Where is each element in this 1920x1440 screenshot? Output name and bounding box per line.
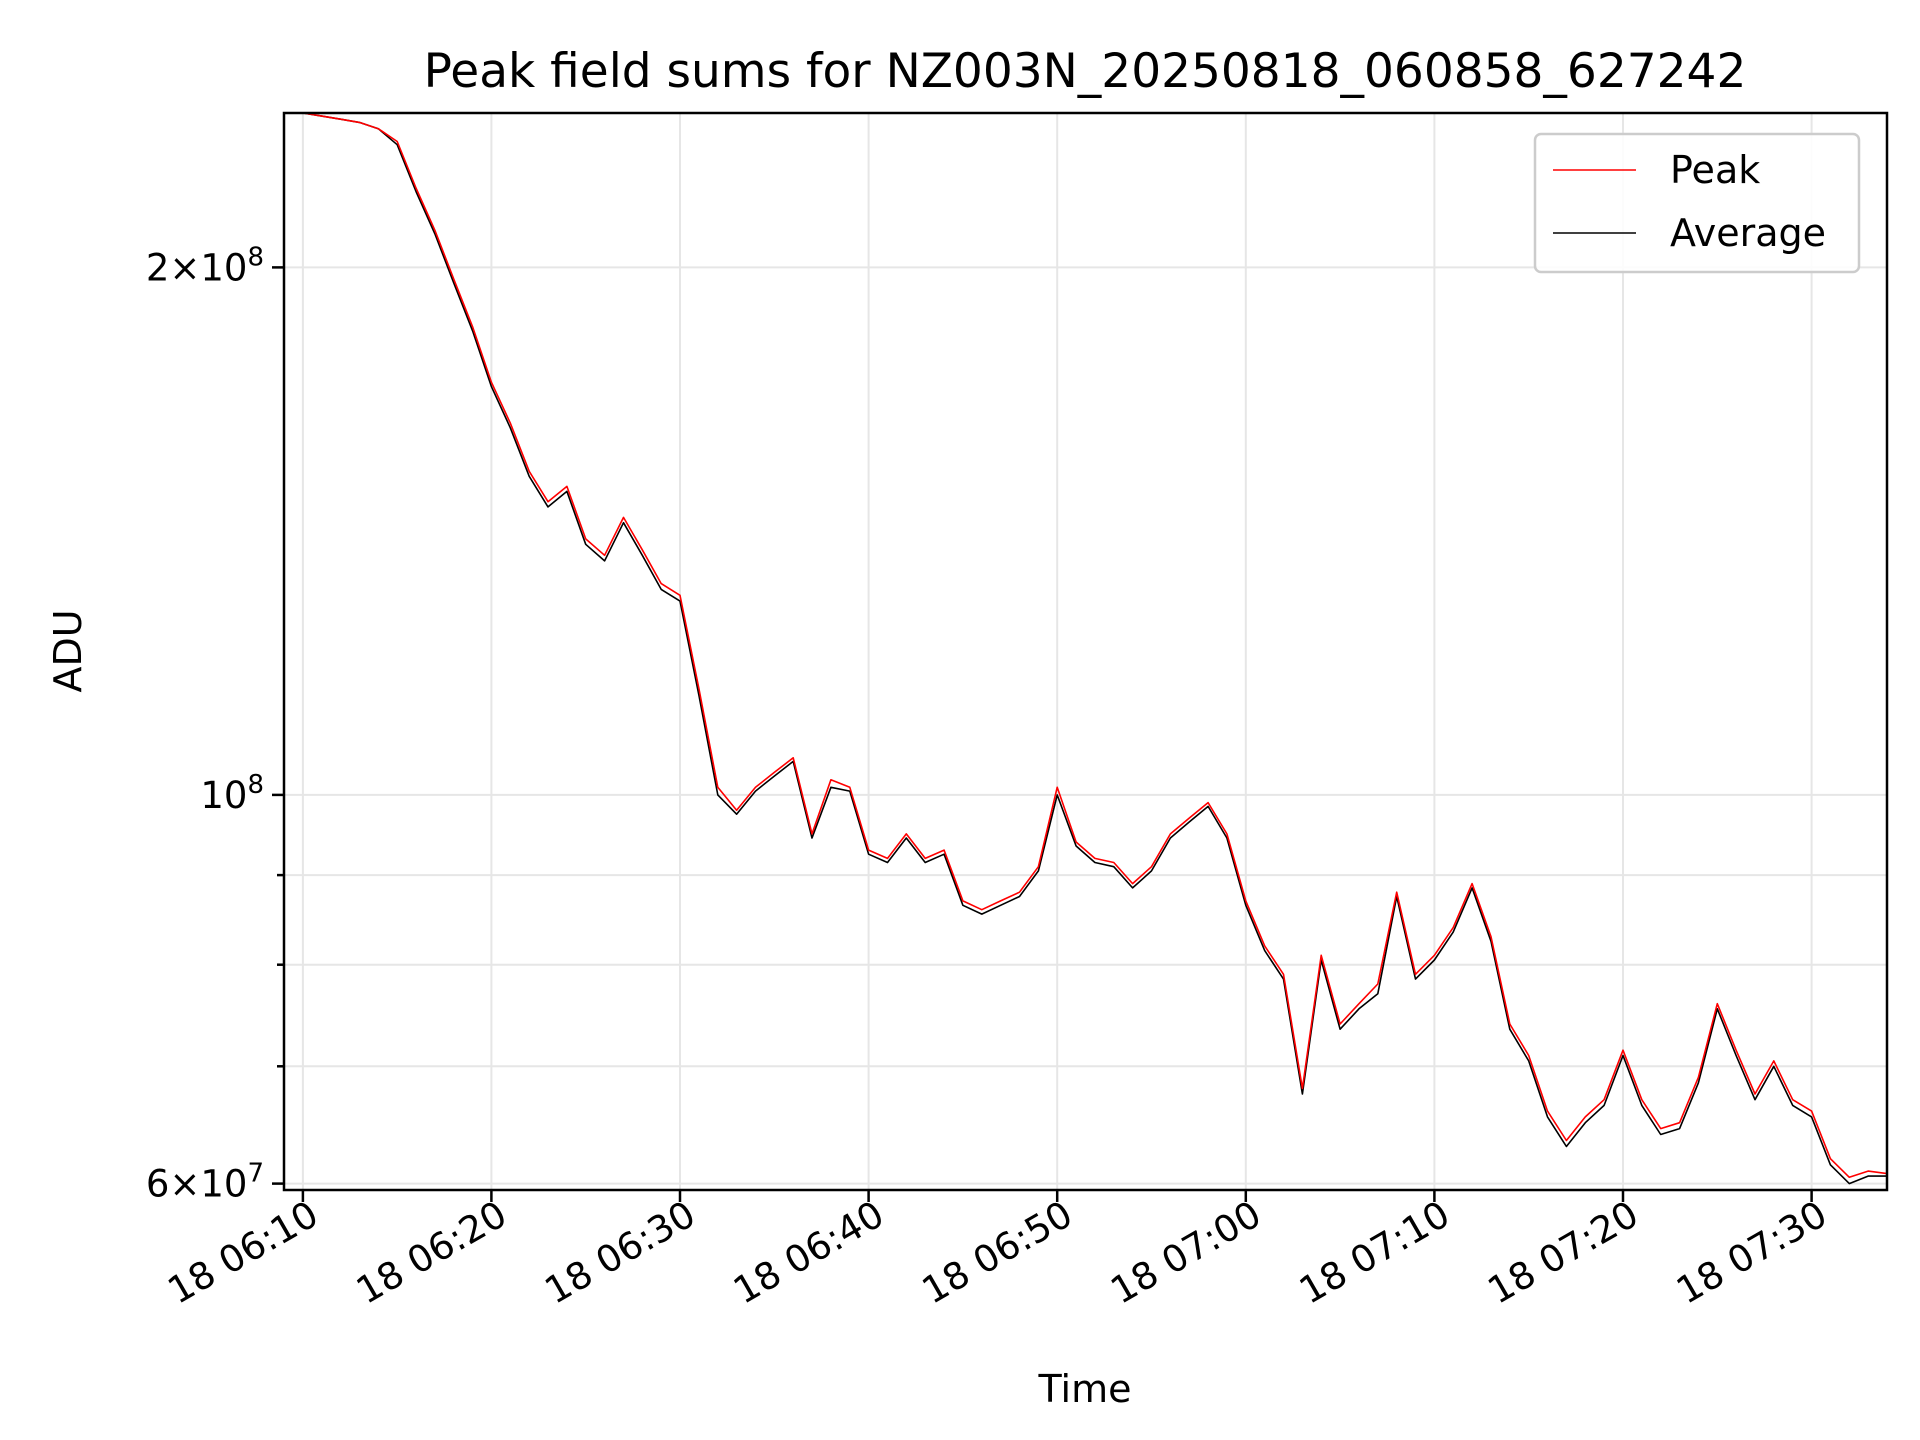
axis-ticks: 18 06:10 18 06:20 18 06:30 18 06:40 18 06:50… <box>146 242 1834 1312</box>
y-tick-label-0: 6×107 <box>146 1159 264 1206</box>
plot-frame <box>282 111 1889 1192</box>
series-line-peak <box>284 112 1888 1179</box>
y-tick-label-2: 2×108 <box>146 242 264 289</box>
legend-label-peak: Peak <box>1670 148 1760 192</box>
y-axis-label: ADU <box>46 609 90 692</box>
x-tick-label-7: 18 07:20 <box>1481 1193 1646 1313</box>
legend: Peak Average <box>1533 132 1861 274</box>
series-line-average <box>284 112 1887 1185</box>
x-tick-label-6: 18 07:10 <box>1292 1193 1457 1313</box>
x-tick-label-3: 18 06:40 <box>726 1193 891 1313</box>
series-lines <box>284 112 1888 1185</box>
x-tick-label-2: 18 06:30 <box>538 1193 703 1313</box>
x-tick-label-4: 18 06:50 <box>915 1193 1080 1313</box>
grid-lines <box>284 113 1887 1190</box>
x-tick-label-8: 18 07:30 <box>1669 1193 1834 1313</box>
x-tick-label-0: 18 06:10 <box>161 1193 326 1313</box>
x-axis-label: Time <box>1038 1367 1132 1411</box>
chart-title: Peak field sums for NZ003N_20250818_0608… <box>424 44 1747 99</box>
x-tick-label-5: 18 07:00 <box>1103 1193 1268 1313</box>
legend-label-average: Average <box>1670 211 1826 255</box>
legend-box <box>1533 132 1861 274</box>
y-tick-label-1: 108 <box>200 770 264 817</box>
x-tick-label-1: 18 06:20 <box>349 1193 514 1313</box>
